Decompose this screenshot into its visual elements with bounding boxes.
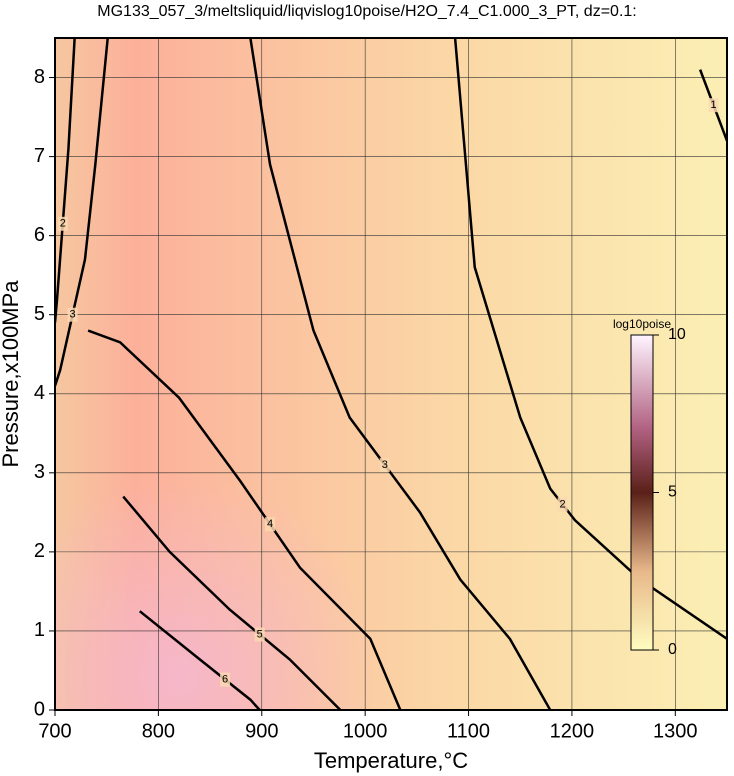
contour-label-bg (220, 672, 231, 687)
plot-area: 1 2 3 4 5 6 3 2 (55, 38, 727, 710)
y-tick-label: 0 (34, 698, 45, 720)
y-tick-label: 6 (34, 224, 45, 246)
contour-line (55, 38, 109, 387)
x-tick-label: 800 (142, 720, 175, 742)
contour-line (122, 495, 342, 710)
contour-label: 2 (60, 218, 66, 230)
contour-label: 2 (560, 498, 566, 510)
x-tick-label: 700 (38, 720, 71, 742)
x-tick-label: 900 (245, 720, 278, 742)
contour-label-bg (265, 517, 276, 532)
x-tick-label: 1000 (343, 720, 388, 742)
colorbar-tick-label: 10 (668, 326, 686, 343)
x-axis-label: Temperature,°C (314, 748, 468, 773)
colorbar-tick-label: 0 (668, 641, 677, 658)
plot-frame (54, 37, 728, 711)
y-tick-label: 2 (34, 540, 45, 562)
contour-label: 1 (710, 99, 716, 111)
y-tick-label: 7 (34, 145, 45, 167)
x-tick-label: 1300 (653, 720, 698, 742)
y-tick-label: 1 (34, 619, 45, 641)
contour-line (87, 329, 402, 710)
y-tick-label: 4 (34, 382, 45, 404)
contour-label: 4 (267, 518, 273, 530)
contour-label: 6 (222, 673, 228, 685)
y-tick-label: 5 (34, 303, 45, 325)
contour-label-bg (254, 627, 265, 642)
contour-label: 5 (257, 628, 263, 640)
contour-label: 3 (382, 459, 388, 471)
y-tick-label: 3 (34, 461, 45, 483)
contour-label-bg (379, 457, 390, 472)
contour-label-bg (557, 497, 568, 512)
x-tick-label: 1100 (447, 720, 490, 742)
x-tick-label: 1200 (550, 720, 595, 742)
contour-label-bg (708, 98, 719, 113)
chart-title: MG133_057_3/meltsliquid/liqvislog10poise… (97, 3, 636, 20)
y-axis-label: Pressure,x100MPa (0, 280, 23, 468)
colorbar (630, 334, 654, 651)
contour-label-bg (67, 307, 78, 322)
y-tick-label: 8 (34, 66, 45, 88)
colorbar-label: log10poise (613, 317, 671, 331)
contour-label-bg (57, 216, 68, 231)
plot-shade (55, 38, 727, 710)
colorbar-tick-label: 5 (668, 484, 677, 501)
contour-label: 3 (70, 309, 76, 321)
